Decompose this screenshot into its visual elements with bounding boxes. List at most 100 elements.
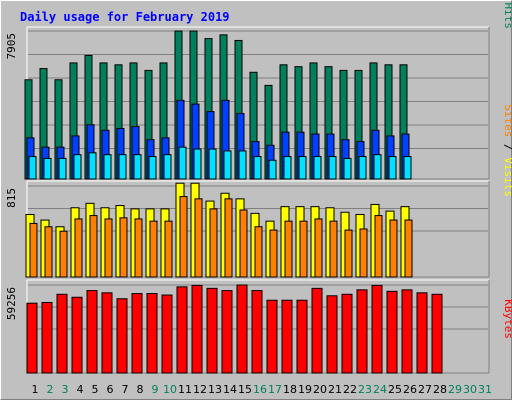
day-label: 19 bbox=[298, 383, 312, 396]
sites-bar bbox=[74, 218, 83, 278]
kbytes-bar bbox=[146, 293, 158, 374]
day-label: 4 bbox=[77, 383, 84, 396]
sites-bar bbox=[104, 218, 113, 278]
sites-bar bbox=[119, 217, 128, 278]
pages-bar bbox=[313, 156, 322, 180]
day-label: 14 bbox=[223, 383, 237, 396]
day-label: 12 bbox=[193, 383, 207, 396]
kbytes-bar bbox=[251, 290, 263, 374]
legend-hits: Hits bbox=[502, 3, 512, 30]
kbytes-bar bbox=[416, 292, 428, 374]
day-label: 31 bbox=[478, 383, 492, 396]
sites-bar bbox=[374, 215, 383, 278]
kbytes-bar bbox=[296, 299, 308, 374]
pages-bar bbox=[298, 156, 307, 180]
day-label: 6 bbox=[107, 383, 114, 396]
sites-bar bbox=[284, 220, 293, 278]
kbytes-bar bbox=[101, 292, 113, 374]
sites-bar bbox=[29, 222, 38, 278]
day-label: 25 bbox=[388, 383, 402, 396]
sites-bar bbox=[44, 226, 53, 278]
day-label: 21 bbox=[328, 383, 342, 396]
kbytes-bar bbox=[281, 299, 293, 374]
sites-bar bbox=[254, 226, 263, 278]
pages-bar bbox=[118, 154, 127, 180]
day-label: 1 bbox=[32, 383, 39, 396]
pages-bar bbox=[403, 156, 412, 180]
legend-kbytes: KBytes bbox=[502, 299, 512, 339]
pages-bar bbox=[208, 148, 217, 180]
sites-bar bbox=[59, 230, 68, 278]
kbytes-bar bbox=[311, 287, 323, 374]
y-max-label-2: 815 bbox=[5, 188, 18, 208]
kbytes-bar bbox=[56, 293, 68, 374]
sites-bar bbox=[299, 220, 308, 278]
sites-bar bbox=[164, 220, 173, 278]
sites-bar bbox=[209, 208, 218, 278]
day-label: 29 bbox=[448, 383, 462, 396]
pages-bar bbox=[328, 156, 337, 180]
pages-bar bbox=[238, 150, 247, 180]
kbytes-bar bbox=[206, 287, 218, 374]
legend-separator: / bbox=[502, 1, 512, 3]
sites-bar bbox=[224, 198, 233, 278]
pages-bar bbox=[373, 154, 382, 180]
sites-bar bbox=[314, 218, 323, 278]
day-label: 2 bbox=[47, 383, 54, 396]
day-label: 20 bbox=[313, 383, 327, 396]
day-axis: 1 2 3 4 5 6 7 8 9 10 11 12 13 14 15 16 17 18 19 20 21 22 23 24 2… bbox=[32, 383, 493, 396]
sites-bar bbox=[239, 209, 248, 278]
pages-bar bbox=[253, 156, 262, 180]
day-label: 27 bbox=[418, 383, 432, 396]
pages-bar bbox=[73, 154, 82, 180]
kbytes-bar bbox=[191, 284, 203, 374]
pages-bar bbox=[223, 150, 232, 180]
sites-bar bbox=[149, 220, 158, 278]
chart-panel-3 bbox=[26, 279, 490, 374]
kbytes-bar bbox=[71, 296, 83, 374]
day-label: 18 bbox=[283, 383, 297, 396]
kbytes-bar bbox=[176, 286, 188, 374]
sites-bar bbox=[344, 229, 353, 278]
pages-bar bbox=[268, 159, 277, 180]
legend-3: KBytes bbox=[502, 299, 512, 339]
day-label: 23 bbox=[358, 383, 372, 396]
kbytes-bar bbox=[86, 290, 98, 374]
day-label: 13 bbox=[208, 383, 222, 396]
kbytes-bar bbox=[131, 293, 143, 374]
y-max-label-3: 59256 bbox=[5, 287, 18, 320]
pages-bar bbox=[28, 156, 37, 180]
pages-bar bbox=[358, 156, 367, 180]
kbytes-bar bbox=[236, 284, 248, 374]
day-label: 3 bbox=[62, 383, 69, 396]
sites-bar bbox=[389, 219, 398, 278]
kbytes-bar bbox=[26, 302, 38, 374]
day-label: 22 bbox=[343, 383, 357, 396]
day-label: 15 bbox=[238, 383, 252, 396]
pages-bar bbox=[343, 157, 352, 180]
sites-bar bbox=[359, 228, 368, 278]
kbytes-bar bbox=[161, 294, 173, 374]
pages-bar bbox=[388, 156, 397, 180]
chart-panel-2 bbox=[25, 180, 490, 278]
kbytes-bar bbox=[341, 293, 353, 374]
day-label: 11 bbox=[178, 383, 192, 396]
sites-bar bbox=[329, 220, 338, 278]
sites-bar bbox=[269, 229, 278, 278]
day-label: 7 bbox=[122, 383, 129, 396]
day-label: 30 bbox=[463, 383, 477, 396]
sites-bar bbox=[89, 215, 98, 278]
pages-bar bbox=[148, 156, 157, 180]
kbytes-bar bbox=[116, 298, 128, 374]
kbytes-bar bbox=[326, 295, 338, 374]
chart-panel-1 bbox=[24, 26, 490, 180]
day-label: 24 bbox=[373, 383, 387, 396]
pages-bar bbox=[163, 154, 172, 180]
legend-1: Pages / Files / Hits bbox=[502, 1, 512, 29]
sites-bar bbox=[134, 218, 143, 278]
pages-bar bbox=[43, 157, 52, 180]
pages-bar bbox=[103, 154, 112, 180]
day-label: 10 bbox=[163, 383, 177, 396]
